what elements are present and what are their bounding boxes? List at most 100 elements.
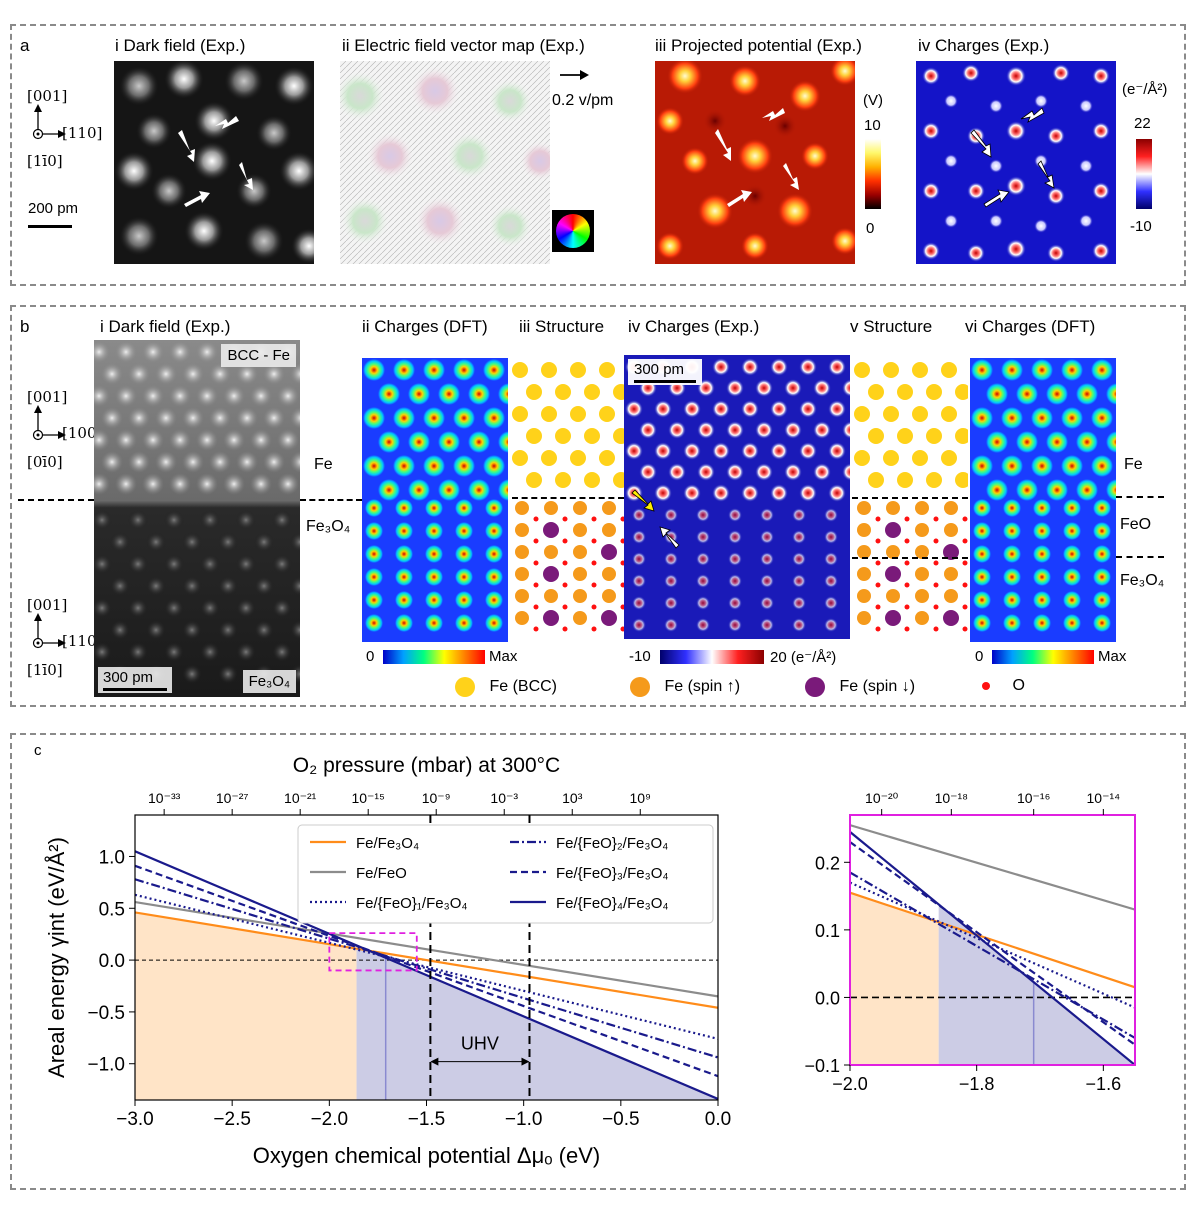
dft-atom — [1076, 479, 1098, 501]
legend-fe-bcc: Fe (BCC) — [455, 677, 557, 697]
fe-bcc-atom — [512, 450, 528, 466]
dft-atom — [453, 407, 475, 429]
fe-spin-up-atom — [573, 567, 587, 581]
series-line — [135, 893, 718, 1040]
dft-atom — [1093, 568, 1111, 586]
dft-atom — [498, 479, 508, 501]
y-tick-label: −1.0 — [87, 1055, 125, 1076]
panel-a-title-4: iv Charges (Exp.) — [918, 36, 1050, 55]
axis-a-bottom: [1ī0] — [27, 152, 63, 170]
exp-charge-spot — [683, 442, 701, 460]
cbar-dft-left-min: 0 — [366, 648, 375, 665]
top-tick-label: 10⁻³ — [490, 790, 518, 806]
cbar-dft-right-min: 0 — [975, 648, 984, 665]
legend-label: Fe/{FeO}₃/Fe₃O₄ — [556, 865, 669, 882]
fe3o4-spot — [218, 532, 238, 552]
b-dft2-charges-image — [970, 358, 1116, 642]
legend-fe-bcc-label: Fe (BCC) — [489, 678, 558, 696]
bcc-spot — [263, 407, 285, 429]
fe3o4-spot — [236, 642, 256, 662]
panel-c-box — [10, 733, 1186, 1190]
b-structure-right — [854, 362, 968, 632]
exp-charge-spot — [664, 508, 678, 522]
dft-atom — [1106, 431, 1116, 453]
dft-atom — [365, 499, 383, 517]
dft-atom — [485, 545, 503, 563]
fe3o4-spot — [254, 532, 274, 552]
dft-atom — [1003, 568, 1021, 586]
fe-bcc-atom — [570, 406, 586, 422]
exp-charge-spot — [755, 379, 773, 397]
exp-charge-spot — [760, 552, 774, 566]
cbar-exp-max: 20 (e⁻/Å²) — [770, 649, 837, 666]
fe-spin-down-atom — [543, 610, 559, 626]
bcc-spot — [250, 385, 272, 407]
fe3o4-spot — [236, 554, 256, 574]
dft-atom — [973, 614, 991, 632]
dft-atom — [455, 545, 473, 563]
fe-spin-up-atom — [886, 589, 900, 603]
o-atom — [904, 582, 910, 588]
y-tick-label: 0.1 — [815, 921, 840, 941]
x-tick-label: −1.0 — [505, 1109, 543, 1130]
exp-charge-spot — [696, 508, 710, 522]
b-structure-left — [512, 362, 624, 632]
panel-b-label: b — [20, 317, 30, 336]
top-tick-label: 10⁻¹⁸ — [935, 790, 969, 806]
bcc-spot — [94, 385, 110, 407]
legend-label: Fe/FeO — [356, 865, 407, 882]
potential-colorbar — [865, 139, 881, 209]
axis-b1-top: [001] — [27, 388, 68, 406]
bcc-spot — [290, 451, 300, 473]
series-line — [850, 831, 1135, 1065]
inset-plot-area — [850, 824, 1135, 1065]
bcc-spot — [115, 385, 137, 407]
panel-b-title-3: iii Structure — [519, 317, 605, 336]
vector-scale-arrow — [560, 70, 589, 80]
exp-charge-spot — [842, 463, 850, 481]
a-potential-arrows — [715, 108, 799, 207]
dft-atom — [1076, 383, 1098, 405]
top-tick-label: 10⁻¹⁶ — [1017, 790, 1050, 806]
y-tick-label: 0.2 — [815, 853, 840, 873]
o-atom — [562, 626, 568, 632]
fe-bcc-atom — [883, 362, 899, 378]
dft-atom — [425, 522, 443, 540]
bcc-spot — [155, 363, 177, 385]
bcc-spot — [277, 429, 299, 451]
fe-bcc-atom — [926, 384, 942, 400]
fe3o4-spot — [218, 576, 238, 596]
legend-label: Fe/{FeO}₁/Fe₃O₄ — [356, 895, 468, 912]
exp-charge-spot — [639, 421, 657, 439]
fe-bcc-atom — [941, 406, 957, 422]
fe-bcc-atom — [584, 472, 600, 488]
potential-min: 0 — [866, 220, 875, 237]
fe3o4-spot — [182, 532, 202, 552]
fe-bcc-atom — [541, 362, 557, 378]
exp-charge-spot — [760, 618, 774, 632]
dft-atom — [1003, 545, 1021, 563]
fe-bcc-atom — [912, 406, 928, 422]
fe-spin-up-atom — [544, 589, 558, 603]
o-atom — [933, 516, 939, 522]
chart-legend: Fe/Fe₃O₄ Fe/FeO Fe/{FeO}₁/Fe₃O₄ Fe/{FeO}₂/F… — [297, 824, 714, 924]
axis-b1-bottom: [0ī0] — [27, 453, 63, 471]
o-atom — [591, 582, 597, 588]
exp-charge-spot — [632, 552, 646, 566]
top-tick-label: 10⁻²⁷ — [216, 790, 249, 806]
exp-charge-spot — [639, 463, 657, 481]
exp-charge-spot — [696, 552, 710, 566]
bcc-spot — [101, 363, 123, 385]
fe-bcc-atom — [555, 384, 571, 400]
fe-bcc-atom — [555, 472, 571, 488]
x-tick-label: −1.8 — [959, 1074, 995, 1094]
exp-charge-spot — [726, 421, 744, 439]
uhv-arrow-right-icon — [521, 1057, 530, 1066]
dft-atom — [395, 499, 413, 517]
fe-spin-up-atom — [857, 501, 871, 515]
yellow-arrow-icon — [631, 489, 655, 512]
dft-atom — [423, 455, 445, 477]
dft-atom — [1003, 499, 1021, 517]
exp-charge-spot — [632, 508, 646, 522]
exp-charge-spot — [696, 574, 710, 588]
